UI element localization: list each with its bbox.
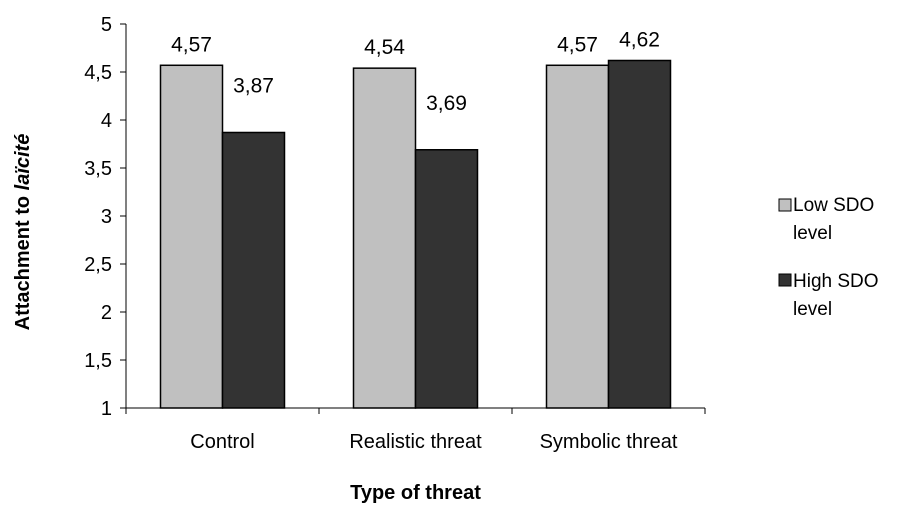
y-tick-label: 4,5 [84, 62, 112, 84]
data-label-realistic-threat-high-sdo-level: 3,69 [426, 92, 467, 115]
y-tick-label: 3 [101, 206, 112, 228]
data-label-symbolic-threat-low-sdo-level: 4,57 [557, 33, 598, 56]
data-label-control-low-sdo-level: 4,57 [171, 33, 212, 56]
legend-label-low-sdo-line1: Low SDO [793, 195, 874, 216]
bar-control-low-sdo-level [159, 64, 224, 409]
x-tick-label-symbolic-threat: Symbolic threat [540, 431, 678, 453]
legend-swatch-high-sdo [778, 273, 792, 287]
y-tick-label: 2 [101, 302, 112, 324]
y-tick-label: 2,5 [84, 254, 112, 276]
x-axis-ticks: Control Realistic threat Symbolic threat [125, 408, 706, 453]
bar-control-high-sdo-level [221, 131, 286, 409]
bar-realistic-threat-high-sdo-level [414, 149, 479, 409]
y-axis-ticks: 1 1,5 2 2,5 3 3,5 4 4,5 5 [84, 14, 126, 420]
x-axis-title: Type of threat [350, 482, 481, 504]
data-label-symbolic-threat-high-sdo-level: 4,62 [619, 28, 660, 51]
y-tick-label: 3,5 [84, 158, 112, 180]
data-label-control-high-sdo-level: 3,87 [233, 74, 274, 97]
y-axis-title-italic: laïcité [12, 134, 34, 191]
bars-group [159, 59, 672, 409]
legend-label-high-sdo-line1: High SDO [793, 271, 879, 292]
legend-swatch-low-sdo [778, 198, 792, 212]
bar-symbolic-threat-low-sdo-level [545, 64, 610, 409]
data-label-realistic-threat-low-sdo-level: 4,54 [364, 36, 405, 59]
data-labels-group: 4,57 3,87 4,54 3,69 4,57 4,62 [171, 28, 660, 114]
bar-realistic-threat-low-sdo-level [352, 67, 417, 409]
y-axis-title: Attachment to laïcité [12, 134, 34, 331]
y-axis-title-prefix: Attachment to [12, 190, 34, 330]
x-tick-label-control: Control [190, 431, 254, 453]
y-tick-label: 1,5 [84, 350, 112, 372]
y-tick-label: 5 [101, 14, 112, 36]
y-tick-label: 1 [101, 398, 112, 420]
x-tick-label-realistic-threat: Realistic threat [349, 431, 482, 453]
legend-label-low-sdo-line2: level [793, 223, 832, 244]
legend: Low SDO level High SDO level [778, 195, 879, 320]
y-tick-label: 4 [101, 110, 112, 132]
legend-label-high-sdo-line2: level [793, 299, 832, 320]
bar-symbolic-threat-high-sdo-level [607, 59, 672, 409]
